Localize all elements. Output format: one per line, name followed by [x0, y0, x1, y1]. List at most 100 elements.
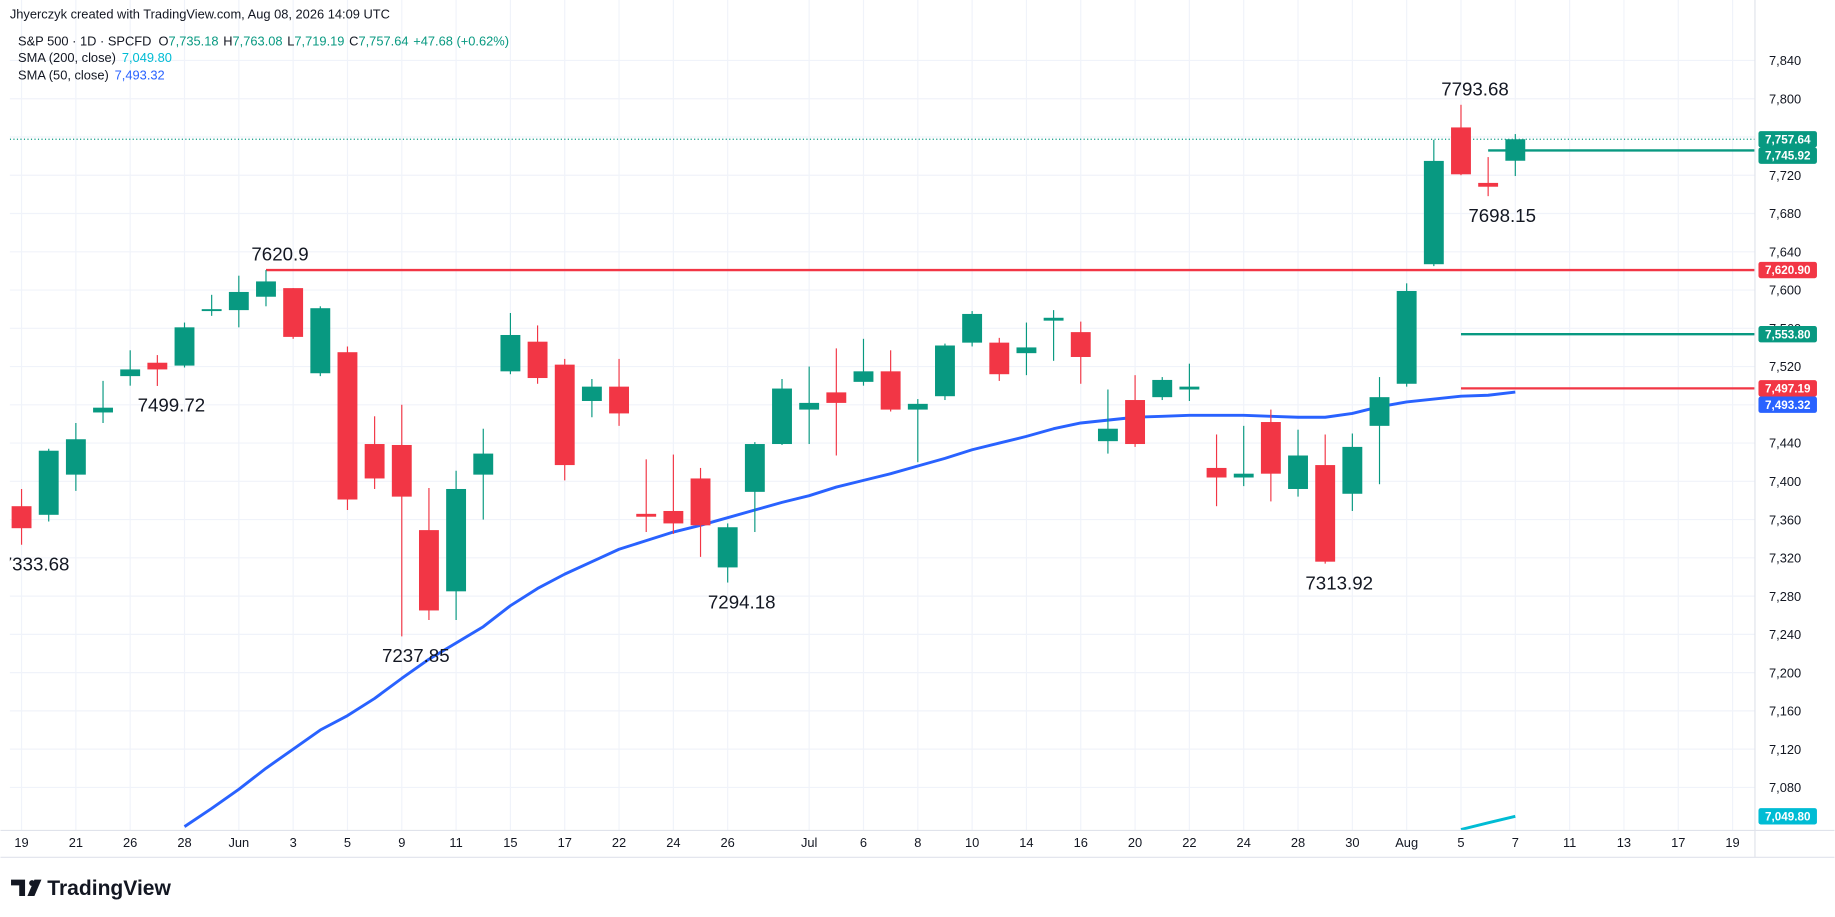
y-tick-label: 7,640 — [1769, 244, 1801, 259]
x-tick-label: 13 — [1617, 835, 1631, 850]
candle-body — [1342, 446, 1363, 494]
candle-body — [418, 530, 439, 611]
price-tag-label: 7,745.92 — [1765, 150, 1811, 163]
candle-body — [1478, 182, 1499, 187]
price-tag — [1758, 380, 1817, 397]
plot-area: 7793.68 7698.15 7620.9 7499.72 7333.68 7237.8… — [2, 78, 1755, 831]
candle-body — [772, 388, 792, 445]
candle-body — [1369, 397, 1390, 426]
x-tick-label: 3 — [290, 835, 297, 850]
indicator-name: SMA (200, close) — [18, 50, 116, 65]
x-tick-label: 28 — [177, 835, 191, 850]
x-tick-label: 26 — [721, 835, 735, 850]
y-tick-label: 7,120 — [1769, 742, 1801, 757]
x-tick-label: Aug — [1395, 835, 1418, 850]
candle-body — [201, 309, 222, 312]
candle-body — [853, 371, 874, 382]
candle-body — [1315, 465, 1336, 562]
price-annotation: 7237.85 — [382, 645, 450, 666]
price-tag — [1758, 261, 1817, 279]
high-value: 7,763.08 — [233, 34, 283, 49]
x-tick-label: 7 — [1512, 835, 1519, 850]
y-tick-label: 7,160 — [1769, 704, 1801, 719]
credit: Jhyerczyk created with TradingView.com, … — [10, 7, 390, 22]
x-tick-label: 6 — [860, 835, 867, 850]
candle-body — [228, 291, 249, 311]
indicator-name: SMA (50, close) — [18, 68, 109, 83]
candle-body — [1043, 317, 1064, 321]
price-tag-label: 7,553.80 — [1765, 328, 1811, 341]
price-annotation: 7793.68 — [1441, 78, 1509, 99]
x-tick-label: 5 — [1457, 835, 1464, 850]
candle-body — [38, 450, 59, 515]
x-tick-label: 19 — [14, 835, 28, 850]
candle-body — [391, 444, 412, 497]
open-label: O — [158, 34, 168, 49]
x-tick-label: 14 — [1019, 835, 1033, 850]
x-tick-label: 21 — [69, 835, 83, 850]
high-label: H — [223, 34, 232, 49]
x-tick-label: 10 — [965, 835, 979, 850]
close-value: 7,757.64 — [358, 34, 408, 49]
price-tag — [1758, 131, 1817, 148]
price-tag — [1758, 326, 1817, 343]
low-label: L — [287, 34, 294, 49]
candle-body — [1206, 467, 1227, 478]
y-tick-label: 7,440 — [1769, 436, 1801, 451]
candle-body — [65, 439, 86, 475]
price-tag — [1758, 396, 1817, 413]
candle-body — [527, 341, 548, 379]
price-annotation: 7499.72 — [138, 395, 206, 416]
indicator-line — [1460, 814, 1516, 831]
x-tick-label: 22 — [612, 835, 626, 850]
low-value: 7,719.19 — [294, 34, 344, 49]
logo: TradingView — [11, 877, 172, 900]
candle-body — [690, 478, 711, 526]
candle-body — [446, 488, 467, 592]
candle-body — [147, 362, 168, 370]
candle-body — [1260, 422, 1281, 474]
price-tag-label: 7,493.32 — [1765, 399, 1811, 412]
price-tag-label: 7,497.19 — [1765, 382, 1811, 395]
candle-body — [1016, 347, 1037, 354]
candle-body — [1288, 455, 1308, 489]
indicator-legend: SMA (50, close) 7,493.32 — [18, 68, 165, 83]
x-tick-label: 30 — [1345, 835, 1359, 850]
price-annotation: 7313.92 — [1305, 572, 1373, 593]
candle-body — [337, 352, 358, 500]
price-annotation: 7333.68 — [2, 553, 70, 574]
y-tick-label: 7,720 — [1769, 168, 1801, 183]
candle-body — [744, 444, 765, 492]
x-tick-label: 22 — [1182, 835, 1196, 850]
x-tick-label: 24 — [666, 835, 680, 850]
candle-body — [935, 345, 955, 397]
candle-body — [256, 281, 276, 297]
candle-body — [93, 407, 113, 413]
y-tick-label: 7,360 — [1769, 512, 1801, 527]
x-tick-label: 11 — [1563, 835, 1576, 850]
price-annotation: 7294.18 — [708, 591, 776, 612]
indicator-value: 7,493.32 — [115, 68, 165, 83]
candle-body — [364, 444, 385, 479]
price-annotation: 7698.15 — [1468, 205, 1536, 226]
y-tick-label: 7,320 — [1769, 551, 1801, 566]
candle-body — [1152, 379, 1173, 398]
candle-body — [663, 510, 684, 524]
candle-body — [1505, 139, 1526, 161]
logo-icon — [29, 880, 36, 887]
x-tick-label: 16 — [1074, 835, 1088, 850]
candle-body — [1423, 160, 1444, 265]
candle-body — [11, 506, 32, 529]
y-tick-label: 7,520 — [1769, 359, 1801, 374]
candle-body — [1451, 127, 1471, 175]
indicator-value: 7,049.80 — [122, 50, 172, 65]
open-value: 7,735.18 — [168, 34, 218, 49]
candle-body — [120, 369, 141, 377]
price-tags: 7,757.64 7,745.92 7,620.90 7,553.80 7,497.19… — [1758, 131, 1817, 825]
y-tick-label: 7,600 — [1769, 283, 1801, 298]
candle-body — [581, 386, 602, 401]
y-tick-label: 7,240 — [1769, 627, 1801, 642]
candle-body — [310, 308, 331, 374]
close-label: C — [349, 34, 358, 49]
